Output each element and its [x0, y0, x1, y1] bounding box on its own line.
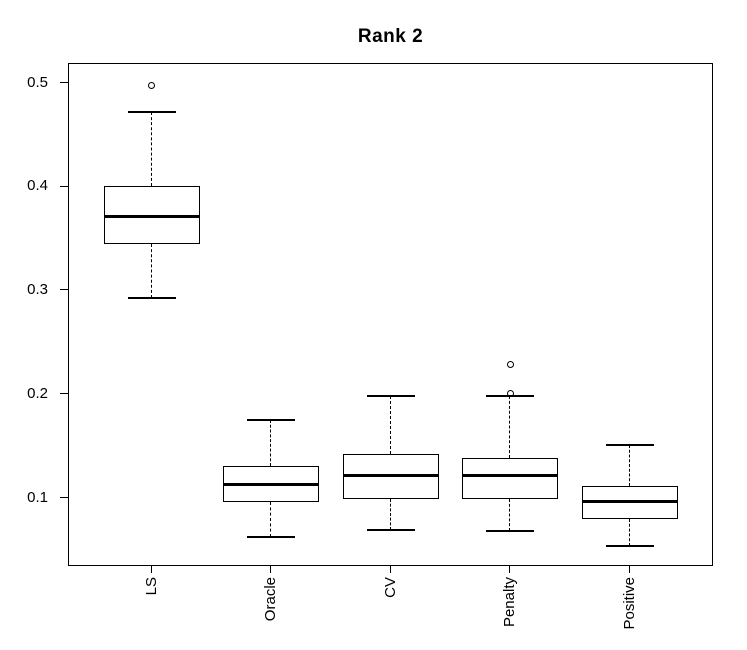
- y-axis-tick: [60, 496, 68, 498]
- lower-whisker-line: [150, 244, 152, 299]
- upper-whisker-cap: [366, 394, 415, 397]
- lower-whisker-line: [270, 501, 272, 537]
- upper-whisker-line: [389, 395, 391, 454]
- median-line: [103, 214, 200, 218]
- lower-whisker-line: [628, 519, 630, 547]
- y-axis-tick-label: 0.4: [27, 177, 48, 195]
- upper-whisker-line: [628, 444, 630, 487]
- outlier-point: [506, 361, 514, 369]
- chart-title: Rank 2: [357, 26, 424, 47]
- outlier-point: [148, 82, 155, 90]
- y-axis-tick-label: 0.1: [27, 488, 48, 506]
- upper-whisker-cap: [247, 418, 295, 421]
- lower-whisker-cap: [605, 545, 654, 548]
- y-axis-tick: [60, 81, 68, 83]
- median-line: [581, 499, 678, 503]
- y-axis-tick: [60, 289, 68, 291]
- y-axis-tick-label: 0.2: [27, 384, 48, 402]
- x-category-label-penalty: Penalty: [501, 577, 518, 628]
- x-axis-tick: [270, 566, 272, 573]
- x-axis-tick: [509, 566, 511, 573]
- y-axis-tick-label: 0.3: [27, 281, 48, 299]
- x-axis-tick: [628, 566, 630, 573]
- upper-whisker-cap: [605, 443, 654, 446]
- x-axis-tick: [389, 566, 391, 573]
- median-line: [342, 474, 439, 478]
- lower-whisker-line: [389, 498, 391, 530]
- x-category-label-oracle: Oracle: [262, 577, 279, 622]
- x-category-label-ls: LS: [142, 577, 160, 596]
- y-axis-tick: [60, 393, 68, 395]
- upper-whisker-line: [509, 395, 511, 459]
- lower-whisker-cap: [247, 535, 295, 538]
- y-axis-tick-label: 0.5: [27, 73, 48, 91]
- outlier-point: [506, 390, 514, 398]
- lower-whisker-line: [509, 498, 511, 531]
- upper-whisker-line: [150, 111, 152, 187]
- lower-whisker-cap: [127, 297, 176, 300]
- x-axis-tick: [150, 566, 152, 573]
- lower-whisker-cap: [366, 528, 415, 531]
- upper-whisker-line: [270, 419, 272, 467]
- y-axis-tick: [60, 185, 68, 187]
- x-category-label-cv: CV: [381, 577, 399, 598]
- upper-whisker-cap: [127, 110, 176, 113]
- x-category-label-positive: Positive: [620, 577, 638, 630]
- median-line: [462, 474, 558, 478]
- median-line: [223, 483, 319, 487]
- iqr-box-penalty: [462, 458, 558, 499]
- lower-whisker-cap: [486, 529, 534, 532]
